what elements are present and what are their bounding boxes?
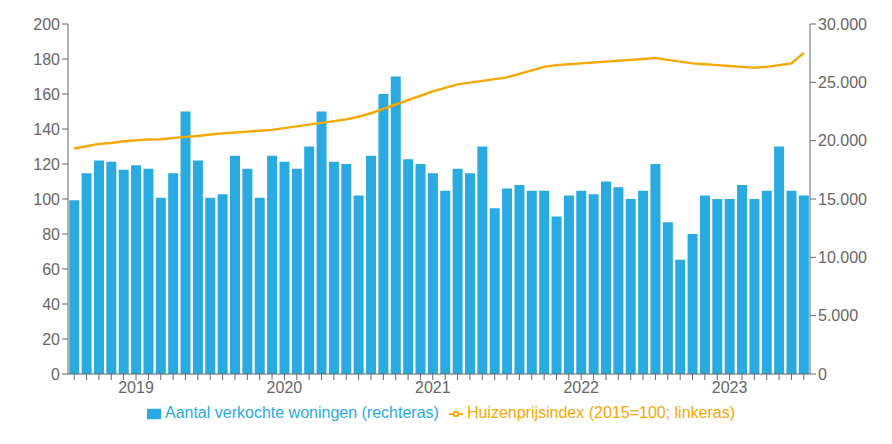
svg-text:2021: 2021 [415, 379, 451, 396]
svg-text:140: 140 [33, 121, 60, 138]
svg-text:100: 100 [33, 191, 60, 208]
html-text:Huizenprijsindex (2015=100; li: Huizenprijsindex (2015=100; linkeras) [466, 404, 735, 421]
svg-text:160: 160 [33, 86, 60, 103]
svg-text:0: 0 [51, 366, 60, 383]
svg-text:10.000: 10.000 [818, 249, 867, 266]
svg-text:15.000: 15.000 [818, 191, 867, 208]
svg-text:2019: 2019 [118, 379, 154, 396]
svg-text:2020: 2020 [267, 379, 303, 396]
svg-text:40: 40 [42, 296, 60, 313]
svg-text:60: 60 [42, 261, 60, 278]
svg-text:20.000: 20.000 [818, 132, 867, 149]
svg-text:200: 200 [33, 16, 60, 33]
svg-text:180: 180 [33, 51, 60, 68]
svg-text:0: 0 [818, 366, 827, 383]
html-text:Aantal verkochte woningen (rec: Aantal verkochte woningen (rechteras) [165, 404, 439, 421]
svg-text:2023: 2023 [712, 379, 748, 396]
svg-text:20: 20 [42, 331, 60, 348]
svg-text:80: 80 [42, 226, 60, 243]
svg-text:25.000: 25.000 [818, 74, 867, 91]
svg-text:120: 120 [33, 156, 60, 173]
svg-text:30.000: 30.000 [818, 16, 867, 33]
svg-text:2022: 2022 [563, 379, 599, 396]
svg-text:5.000: 5.000 [818, 307, 858, 324]
